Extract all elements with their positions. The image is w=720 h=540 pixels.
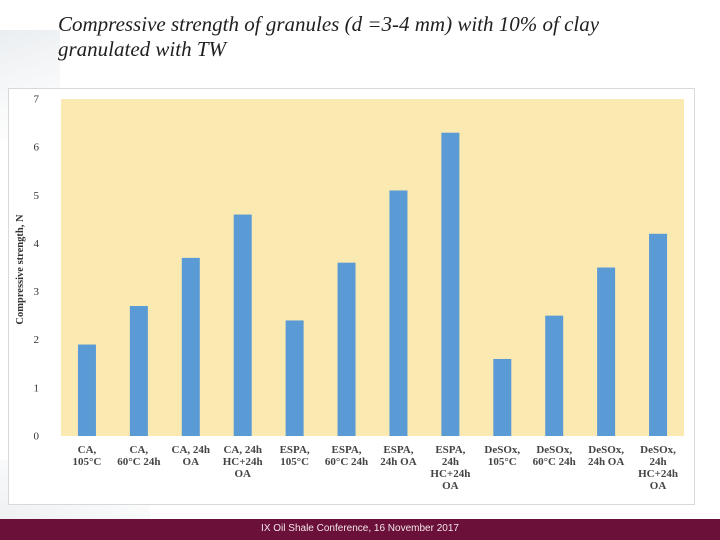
y-tick-label: 1	[34, 382, 40, 394]
bar	[337, 262, 356, 436]
bar	[545, 315, 564, 436]
bar	[233, 214, 252, 436]
x-tick-label: DeSOx, 60°C 24h	[533, 444, 576, 468]
bar	[181, 257, 200, 436]
x-tick-label: DeSOx, 24h OA	[588, 444, 624, 468]
bar	[129, 306, 148, 436]
bar	[493, 358, 512, 436]
y-axis-label: Compressive strength, N	[15, 214, 26, 325]
bar	[441, 132, 460, 436]
x-tick-label: DeSOx, 24h HC+24h OA	[638, 444, 678, 492]
y-tick-label: 5	[34, 190, 40, 202]
bar	[389, 190, 408, 436]
y-tick-label: 4	[34, 238, 40, 250]
x-tick-label: CA, 105°C	[73, 444, 102, 468]
x-tick-label: ESPA, 24h HC+24h OA	[430, 444, 470, 492]
x-tick-label: ESPA, 24h OA	[380, 444, 416, 468]
bar-chart: 0 1 2 3 4 5 6 7 Compressive strength, N CA, 105°C C…	[15, 94, 684, 492]
x-tick-label: ESPA, 105°C	[280, 444, 310, 468]
x-tick-label: ESPA, 60°C 24h	[325, 444, 368, 468]
y-tick-label: 0	[34, 431, 40, 443]
footer-bar: IX Oil Shale Conference, 16 November 201…	[0, 519, 720, 540]
plot-area	[61, 99, 684, 436]
chart-frame: 0 1 2 3 4 5 6 7 Compressive strength, N CA, 105°C C…	[8, 88, 695, 505]
x-tick-label: CA, 60°C 24h	[117, 444, 160, 468]
x-tick-label: CA, 24h OA	[172, 444, 211, 468]
x-tick-label: CA, 24h HC+24h OA	[223, 444, 263, 480]
slide-title: Compressive strength of granules (d =3-4…	[58, 12, 600, 61]
y-tick-label: 2	[34, 334, 40, 346]
bar	[597, 267, 616, 436]
x-tick-label: DeSOx, 105°C	[484, 444, 520, 468]
y-tick-label: 7	[34, 94, 40, 106]
bar	[285, 320, 304, 436]
y-tick-label: 6	[34, 142, 40, 154]
y-tick-label: 3	[34, 286, 40, 298]
bar	[649, 233, 668, 436]
bar	[77, 344, 96, 436]
footer-text: IX Oil Shale Conference, 16 November 201…	[261, 523, 459, 534]
